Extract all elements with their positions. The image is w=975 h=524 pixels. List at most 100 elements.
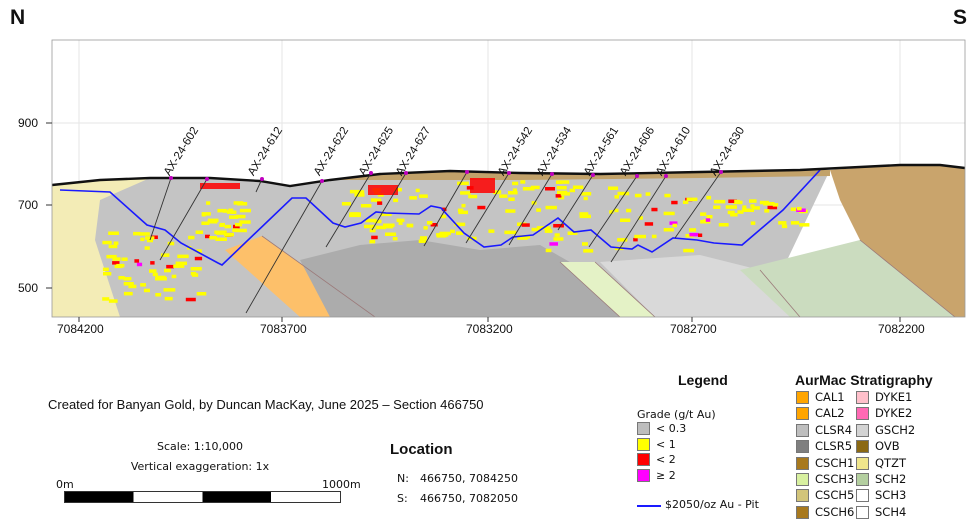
grade-block: [626, 208, 632, 213]
drill-trace: [557, 174, 594, 231]
grade-block: [356, 193, 365, 197]
x-tick-label: 7083700: [260, 322, 307, 336]
grade-swatch: [637, 453, 650, 466]
grade-block: [144, 246, 150, 250]
grade-block: [136, 262, 143, 267]
stratigraphy-label: CLSR5: [815, 439, 853, 454]
grade-block: [488, 229, 495, 233]
grade-block: [742, 205, 747, 209]
location-title: Location: [390, 441, 453, 458]
grade-block: [682, 200, 689, 204]
grade-block: [380, 212, 392, 217]
grade-block: [549, 242, 558, 246]
stratigraphy-swatch: [856, 391, 869, 404]
grade-block: [173, 264, 185, 268]
grade-block: [457, 181, 469, 186]
grade-block: [239, 208, 251, 213]
grade-block: [201, 221, 210, 225]
grade-block: [229, 215, 239, 219]
grade-block: [146, 238, 153, 243]
topography-line: [52, 163, 965, 188]
grade-block: [133, 231, 141, 236]
stratigraphy-label: DYKE1: [875, 390, 913, 404]
x-tick-label: 7082200: [878, 322, 925, 336]
grade-block: [651, 207, 658, 212]
grade-block: [201, 213, 206, 217]
grade-block: [149, 269, 157, 273]
grade-block: [222, 209, 228, 213]
drill-traces: [149, 171, 722, 314]
grade-block: [360, 204, 372, 208]
grade-block: [382, 223, 395, 227]
grade-block: [737, 210, 744, 214]
x-tick-label: 7082700: [670, 322, 717, 336]
grade-block: [171, 274, 177, 279]
grade-block: [713, 199, 726, 204]
drill-trace: [423, 171, 468, 247]
grade-block: [206, 201, 211, 205]
grade-block: [368, 185, 398, 195]
grade-block: [617, 191, 630, 196]
grade-block: [620, 218, 631, 222]
grade-block: [560, 192, 570, 196]
grade-block: [763, 202, 775, 206]
stratigraphy-swatch: [856, 440, 869, 454]
grade-block: [569, 188, 575, 193]
grade-blocks: [102, 178, 810, 303]
stratigraphy-swatch: [796, 505, 809, 519]
grade-block: [767, 205, 778, 210]
grade-block: [644, 222, 654, 226]
grade-block: [781, 224, 788, 229]
grade-block: [150, 261, 155, 265]
grade-block: [377, 201, 383, 205]
grade-block: [166, 264, 174, 269]
grade-block: [750, 221, 756, 225]
grade-block: [106, 254, 117, 259]
grade-block: [638, 216, 643, 220]
grade-block: [583, 249, 594, 253]
grade-block: [140, 237, 145, 242]
grade-block: [457, 208, 464, 213]
stratigraphy-title: AurMac Stratigraphy: [795, 372, 933, 388]
scale-text: Scale: 1:10,000: [157, 440, 243, 453]
grade-block: [113, 241, 119, 245]
grade-block: [140, 283, 146, 287]
y-tick-label: 500: [18, 281, 39, 295]
location-s-value: 466750, 7082050: [420, 492, 518, 505]
grade-block: [369, 228, 376, 233]
grade-block: [554, 233, 560, 237]
grade-block: [392, 236, 398, 241]
grade-block: [152, 272, 158, 277]
stratigraphy-swatch: [856, 473, 869, 486]
grade-block: [155, 293, 162, 297]
grade-block: [205, 234, 210, 239]
grade-block: [406, 223, 414, 228]
grade-block: [651, 234, 657, 239]
scale-bar: [64, 491, 341, 503]
grade-block: [633, 237, 638, 242]
grade-block: [689, 232, 699, 237]
clsr5-unit: [300, 240, 640, 317]
drill-trace: [371, 172, 407, 231]
grade-block: [121, 257, 128, 261]
grade-block: [671, 200, 678, 205]
grade-block: [614, 195, 619, 199]
grade-block: [634, 193, 642, 198]
grade-block: [790, 221, 800, 225]
location-n-label: N:: [397, 472, 409, 485]
grade-block: [706, 195, 712, 200]
grade-block: [764, 209, 770, 213]
location-n-value: 466750, 7084250: [420, 472, 518, 485]
stratigraphy-swatch: [796, 407, 809, 421]
grade-block: [375, 225, 386, 230]
drill-trace: [610, 175, 667, 263]
grade-block: [664, 193, 671, 198]
grade-block: [128, 284, 137, 289]
drill-trace: [588, 175, 638, 248]
grade-block: [196, 249, 202, 253]
grade-block: [512, 188, 517, 192]
grade-block: [364, 224, 375, 229]
stratigraphy-swatch: [856, 407, 869, 421]
grade-block: [520, 180, 526, 184]
y-tick-label: 900: [18, 116, 39, 130]
